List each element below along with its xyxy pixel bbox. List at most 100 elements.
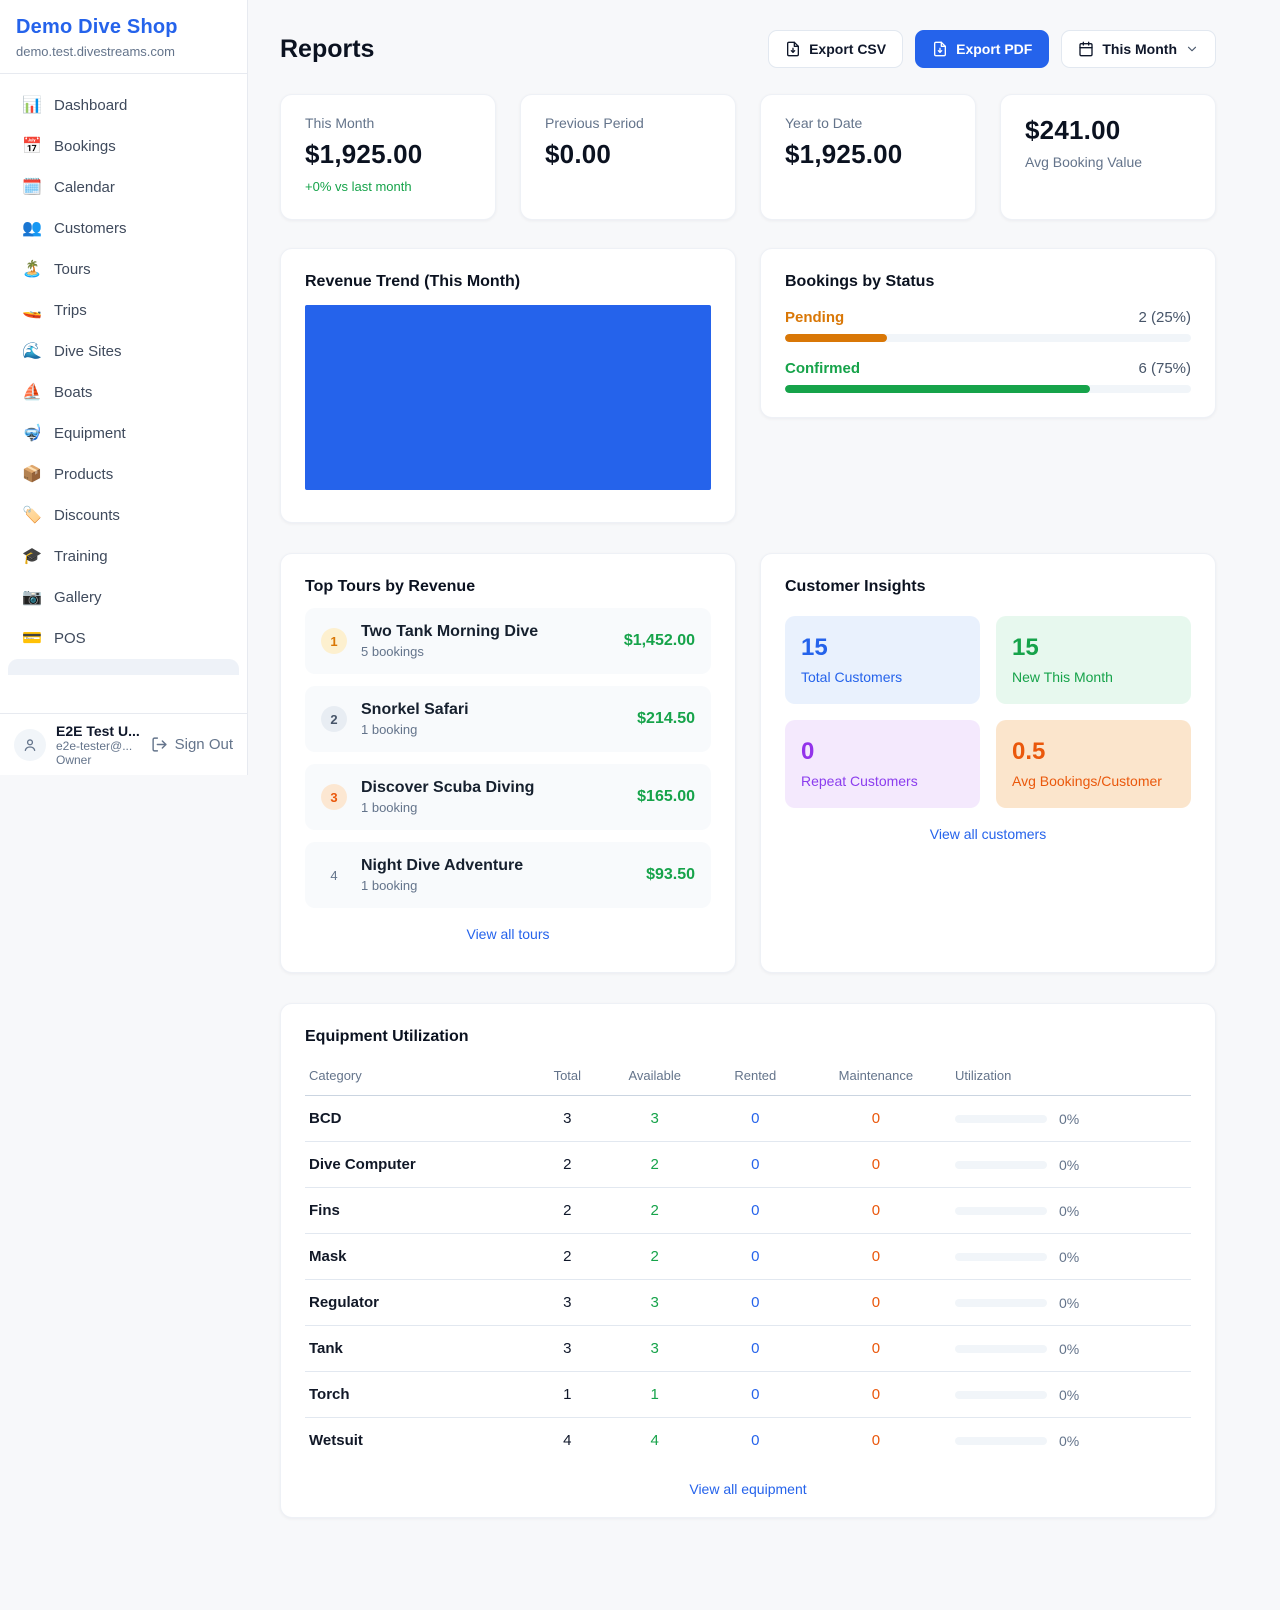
sidebar-item-label: Gallery (54, 588, 102, 606)
revenue-trend-card: Revenue Trend (This Month) (280, 248, 736, 523)
sign-out-button[interactable]: Sign Out (151, 736, 233, 753)
gallery-icon: 📷 (22, 589, 42, 606)
stat-card-avg-booking-value: $241.00 Avg Booking Value (1000, 94, 1216, 220)
table-row: Regulator 3 3 0 0 0% (305, 1279, 1191, 1326)
sidebar-item-products[interactable]: 📦 Products (8, 454, 239, 494)
tour-rank-badge: 4 (330, 867, 338, 883)
sidebar-header: Demo Dive Shop demo.test.divestreams.com (0, 0, 247, 74)
period-dropdown[interactable]: This Month (1061, 30, 1216, 68)
sidebar-item-gallery[interactable]: 📷 Gallery (8, 577, 239, 617)
stat-label: This Month (305, 115, 375, 131)
table-row: Wetsuit 4 4 0 0 0% (305, 1418, 1191, 1464)
sidebar-item-equipment[interactable]: 🤿 Equipment (8, 413, 239, 453)
cell-rented: 0 (709, 1233, 801, 1280)
cell-rented: 0 (709, 1325, 801, 1372)
stat-card-previous-period: Previous Period $0.00 (520, 94, 736, 220)
page-title: Reports (280, 34, 375, 63)
insight-label: Avg Bookings/Customer (1012, 773, 1162, 789)
tour-row: 1 Two Tank Morning Dive 5 bookings $1,452… (305, 608, 711, 674)
file-download-icon (787, 41, 800, 57)
view-all-tours-link[interactable]: View all tours (466, 926, 550, 942)
sidebar-item-discounts[interactable]: 🏷️ Discounts (8, 495, 239, 535)
bookings-icon: 📅 (22, 138, 42, 155)
cell-utilization: 0% (951, 1325, 1191, 1372)
customer-insights-card: Customer Insights 15 Total Customers 15 … (760, 553, 1216, 973)
sidebar-item-tours[interactable]: 🏝️ Tours (8, 249, 239, 289)
sidebar-item-label: Bookings (54, 137, 116, 155)
sidebar-item-label: Customers (54, 219, 127, 237)
cell-category: Wetsuit (309, 1432, 363, 1449)
cell-total: 2 (535, 1187, 600, 1234)
stats-row: This Month $1,925.00 +0% vs last month P… (280, 94, 1216, 220)
stat-label: Year to Date (785, 115, 863, 131)
table-row: Torch 1 1 0 0 0% (305, 1371, 1191, 1418)
confirmed-progress-track (785, 385, 1191, 393)
sign-out-label: Sign Out (174, 736, 233, 753)
table-row: Tank 3 3 0 0 0% (305, 1325, 1191, 1372)
cell-total: 3 (535, 1095, 600, 1142)
equipment-icon: 🤿 (22, 425, 42, 442)
boats-icon: ⛵ (22, 384, 42, 401)
sidebar-item-label: Dashboard (54, 96, 128, 114)
stat-value: $1,925.00 (785, 139, 903, 169)
cell-rented: 0 (709, 1371, 801, 1418)
cell-utilization: 0% (951, 1371, 1191, 1418)
insight-tile-repeat-customers: 0 Repeat Customers (785, 720, 980, 808)
shop-title: Demo Dive Shop (16, 16, 178, 38)
sidebar-item-pos[interactable]: 💳 POS (8, 618, 239, 658)
utilization-label: 0% (1059, 1340, 1080, 1357)
cell-available: 2 (599, 1141, 710, 1188)
cell-available: 3 (599, 1095, 710, 1142)
utilization-bar (955, 1344, 1047, 1353)
tour-row: 2 Snorkel Safari 1 booking $214.50 (305, 686, 711, 752)
sidebar-item-bookings[interactable]: 📅 Bookings (8, 126, 239, 166)
training-icon: 🎓 (22, 548, 42, 565)
status-label-confirmed: Confirmed (785, 360, 860, 377)
sidebar-item-trips[interactable]: 🚤 Trips (8, 290, 239, 330)
cell-maintenance: 0 (800, 1095, 951, 1142)
utilization-label: 0% (1059, 1156, 1080, 1173)
sidebar-item-customers[interactable]: 👥 Customers (8, 208, 239, 248)
period-label: This Month (1102, 41, 1177, 57)
view-all-equipment-link[interactable]: View all equipment (689, 1481, 807, 1497)
cell-available: 2 (599, 1187, 710, 1234)
cell-available: 3 (599, 1325, 710, 1372)
sidebar-item-label: Boats (54, 383, 93, 401)
top-tours-title: Top Tours by Revenue (305, 578, 476, 595)
cell-rented: 0 (709, 1141, 801, 1188)
table-row: Mask 2 2 0 0 0% (305, 1233, 1191, 1280)
export-pdf-label: Export PDF (956, 41, 1033, 57)
sidebar-item-label: Tours (54, 260, 91, 278)
stat-value: $1,925.00 (305, 139, 423, 169)
bookings-by-status-title: Bookings by Status (785, 273, 935, 290)
cell-category: Fins (305, 1187, 535, 1234)
tour-bookings: 5 bookings (361, 644, 424, 659)
sidebar-item-training[interactable]: 🎓 Training (8, 536, 239, 576)
sidebar-user-footer: E2E Test U... e2e-tester@... Owner Sign … (0, 713, 247, 775)
export-pdf-button[interactable]: Export PDF (915, 30, 1050, 68)
sidebar-item-dive-sites[interactable]: 🌊 Dive Sites (8, 331, 239, 371)
sidebar-item-boats[interactable]: ⛵ Boats (8, 372, 239, 412)
cell-utilization: 0% (951, 1095, 1191, 1142)
stat-label: Avg Booking Value (1025, 154, 1143, 170)
col-total: Total (535, 1060, 600, 1096)
table-row: BCD 3 3 0 0 0% (305, 1095, 1191, 1142)
export-csv-button[interactable]: Export CSV (768, 30, 904, 68)
cell-category: Regulator (305, 1279, 535, 1326)
stat-label: Previous Period (545, 115, 644, 131)
file-download-icon (934, 41, 947, 57)
dive-sites-icon: 🌊 (22, 343, 42, 360)
confirmed-progress-fill (785, 385, 1090, 393)
sidebar-item-calendar[interactable]: 🗓️ Calendar (8, 167, 239, 207)
cell-rented: 0 (751, 1432, 760, 1449)
cell-utilization: 0% (951, 1418, 1191, 1464)
sidebar-item-dashboard[interactable]: 📊 Dashboard (8, 85, 239, 125)
sidebar-item-label: Calendar (54, 178, 115, 196)
sidebar-item-reports-partial[interactable] (8, 659, 239, 675)
utilization-bar (955, 1390, 1047, 1399)
insight-value: 0.5 (1012, 738, 1046, 765)
pending-progress-track (785, 334, 1191, 342)
view-all-customers-link[interactable]: View all customers (929, 826, 1047, 842)
cell-category: Tank (305, 1325, 535, 1372)
chevron-down-icon (1187, 46, 1197, 52)
